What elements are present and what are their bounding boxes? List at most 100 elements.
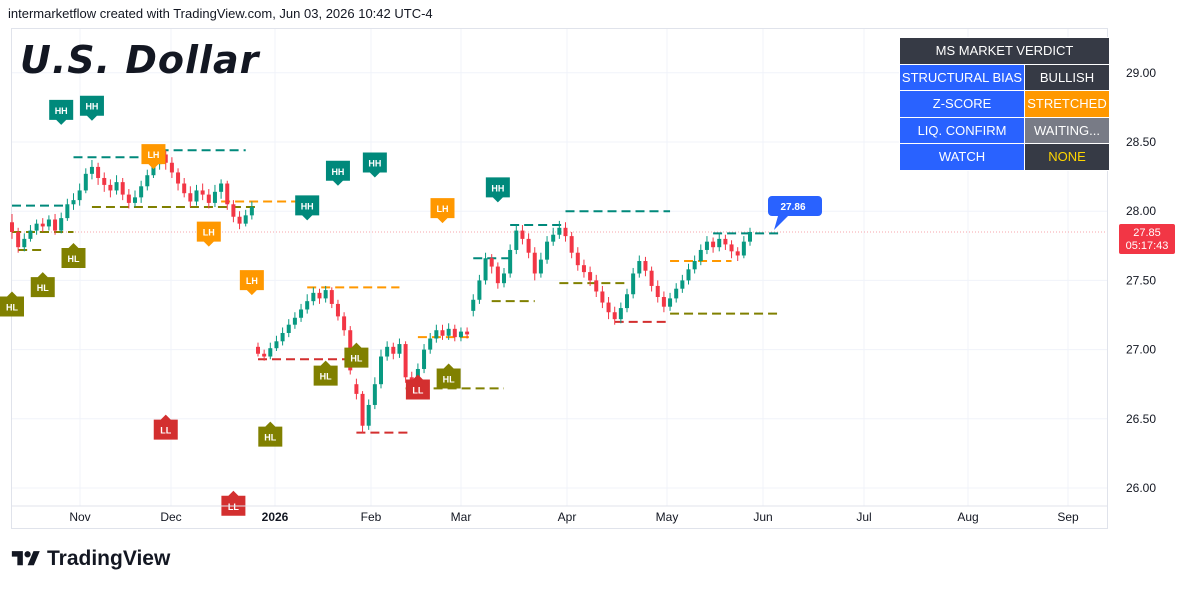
label-text: LL — [160, 426, 171, 436]
candle — [342, 312, 347, 336]
candle — [434, 324, 439, 343]
candle-body — [612, 312, 617, 320]
candle — [557, 220, 562, 239]
candle — [704, 236, 709, 255]
candle — [748, 227, 752, 246]
structure-label-ll: LL — [405, 374, 430, 400]
candle — [176, 168, 181, 191]
label-text: HL — [350, 354, 362, 364]
candle — [360, 391, 365, 433]
candle — [514, 225, 519, 255]
candle-body — [286, 324, 291, 333]
candle — [686, 263, 691, 285]
candle — [711, 237, 716, 253]
candle-body — [692, 261, 697, 270]
structure-label-hl: HL — [258, 421, 283, 447]
candle — [299, 303, 304, 322]
candle — [477, 274, 482, 304]
candle — [618, 302, 623, 324]
candle — [108, 179, 113, 198]
candle-body — [674, 288, 679, 299]
candle-body — [575, 252, 580, 266]
candle — [403, 341, 408, 383]
candle — [280, 327, 285, 346]
candle — [385, 341, 390, 361]
candle — [206, 189, 211, 209]
tradingview-brand[interactable]: TradingView — [11, 547, 170, 571]
candle-body — [151, 164, 156, 176]
candle — [182, 177, 187, 198]
candle-body — [256, 346, 260, 354]
candle-body — [176, 172, 181, 184]
label-text: HL — [264, 433, 276, 443]
brand-name: TradingView — [47, 547, 171, 570]
structure-label-hl: HL — [0, 291, 24, 317]
verdict-value-z-score: STRETCHED — [1025, 91, 1109, 117]
candle — [545, 236, 550, 264]
structure-label-hl: HL — [344, 342, 369, 368]
candle — [274, 335, 279, 351]
candle-body — [219, 183, 224, 192]
candle-body — [335, 303, 340, 317]
candle-body — [434, 330, 439, 339]
candle — [551, 227, 556, 246]
candle — [292, 312, 297, 329]
candle-body — [65, 204, 70, 219]
candle-body — [89, 166, 94, 174]
candle-body — [206, 194, 211, 203]
candle — [59, 212, 64, 234]
candle — [452, 324, 457, 342]
candle-body — [16, 231, 21, 248]
candle-body — [569, 236, 574, 253]
candle — [262, 349, 267, 361]
label-text: HL — [320, 372, 332, 382]
price-axis-border — [1107, 28, 1108, 529]
candle — [643, 256, 648, 277]
candle-body — [169, 162, 174, 173]
candle-body — [717, 238, 722, 248]
candle-body — [477, 280, 482, 300]
label-text: HH — [301, 201, 314, 211]
verdict-table: MS MARKET VERDICT STRUCTURAL BIAS BULLIS… — [899, 37, 1110, 171]
candle-body — [34, 223, 39, 231]
label-text: HH — [55, 106, 68, 116]
structure-label-hh: HH — [325, 160, 350, 186]
candle — [649, 266, 654, 292]
candle-body — [188, 193, 193, 202]
candle-body — [594, 280, 599, 292]
candle-body — [643, 261, 648, 271]
candle-body — [557, 227, 562, 235]
label-text: HH — [331, 167, 344, 177]
candle-body — [391, 346, 396, 354]
candle — [40, 218, 45, 232]
candle-body — [452, 328, 457, 338]
candle-body — [403, 344, 408, 378]
candle — [655, 280, 660, 303]
candle-body — [520, 230, 525, 239]
candle-body — [581, 265, 586, 273]
candle-body — [28, 230, 33, 239]
candle — [126, 189, 131, 209]
label-badge — [61, 243, 86, 269]
candle-body — [77, 190, 82, 201]
price-tick-label: 27.50 — [1126, 273, 1156, 287]
candle — [169, 157, 174, 178]
candle-body — [323, 290, 328, 299]
candle — [10, 213, 14, 239]
candle-body — [655, 285, 660, 298]
candle-body — [53, 219, 58, 231]
time-tick-label: Nov — [69, 510, 90, 524]
candle — [335, 299, 340, 321]
candle — [508, 244, 513, 278]
chart-pane[interactable] — [11, 28, 1107, 529]
candle-body — [680, 280, 685, 289]
candle — [465, 327, 470, 339]
candle-body — [686, 269, 691, 281]
candle-body — [126, 194, 131, 203]
candle — [729, 240, 734, 259]
candle-body — [551, 234, 556, 242]
candle-body — [231, 204, 236, 217]
candle-body — [237, 216, 242, 224]
label-badge — [313, 360, 338, 386]
